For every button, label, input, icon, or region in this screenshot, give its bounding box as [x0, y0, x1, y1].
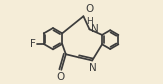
- Text: F: F: [30, 39, 36, 49]
- Text: N: N: [89, 64, 97, 74]
- Text: O: O: [85, 4, 93, 14]
- Text: H: H: [86, 17, 93, 26]
- Text: O: O: [57, 72, 65, 82]
- Text: N: N: [91, 24, 99, 34]
